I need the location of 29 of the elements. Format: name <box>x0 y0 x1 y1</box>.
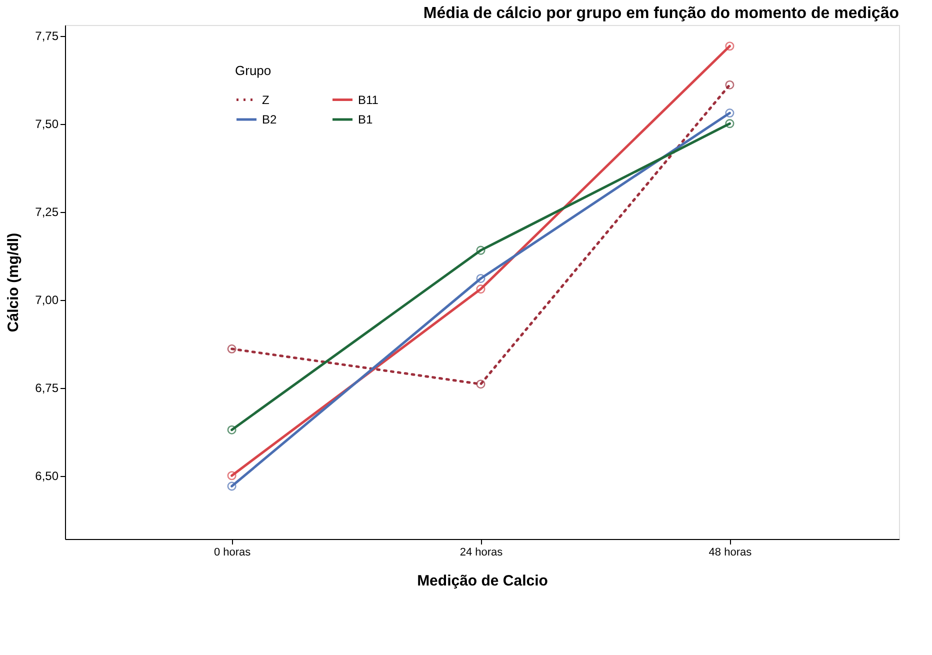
point <box>476 380 486 389</box>
x-tick-label: 48 horas <box>708 546 752 558</box>
legend-label: B1 <box>358 112 374 126</box>
point <box>476 284 486 294</box>
x-tick-label: 0 horas <box>214 546 252 558</box>
y-tick-label: 6,50 <box>35 469 59 484</box>
point <box>725 80 734 90</box>
point <box>725 42 734 51</box>
point <box>227 344 236 354</box>
y-tick-label: 7,75 <box>35 29 59 44</box>
point <box>725 108 734 118</box>
x-tick-label: 24 horas <box>460 546 504 558</box>
legend-label: B11 <box>358 92 379 107</box>
legend-label: Z <box>262 92 270 107</box>
point <box>227 471 236 480</box>
y-axis-title: Cálcio (mg/dl) <box>5 232 22 332</box>
legend-title: Grupo <box>235 63 272 78</box>
point <box>725 119 734 128</box>
y-tick-label: 7,00 <box>35 293 59 308</box>
point <box>227 425 236 434</box>
point <box>227 482 236 491</box>
y-tick-label: 7,25 <box>35 205 59 220</box>
point <box>476 246 486 255</box>
point <box>476 274 486 283</box>
y-tick-label: 6,75 <box>35 381 59 396</box>
chart-title: Média de cálcio por grupo em função do momento de medição <box>423 5 900 22</box>
legend-label: B2 <box>262 112 278 126</box>
x-axis-title: Medição de Calcio <box>417 572 548 590</box>
y-tick-label: 7,50 <box>35 117 59 132</box>
